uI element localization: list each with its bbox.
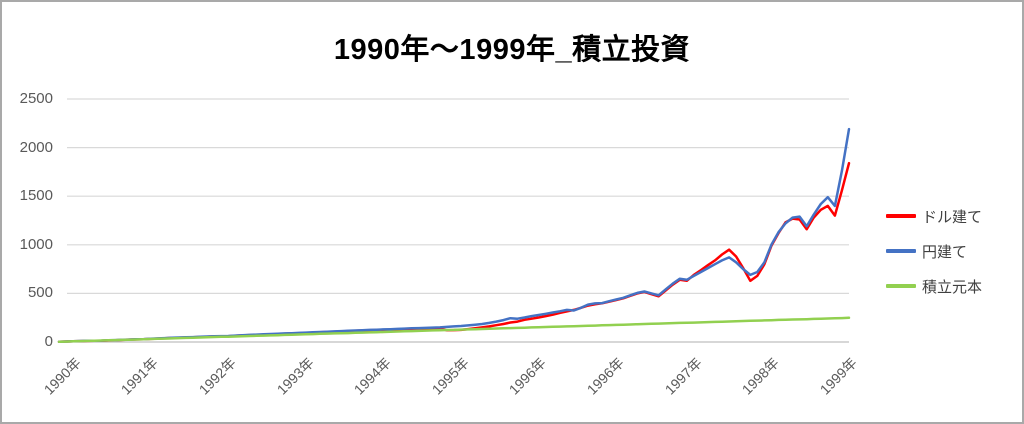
chart-title: 1990年〜1999年_積立投資 xyxy=(333,34,691,66)
legend-item-usd: ドル建て xyxy=(886,205,982,227)
legend-swatch-usd xyxy=(886,214,916,218)
series-line-principal xyxy=(57,316,851,344)
series-line-jpy xyxy=(57,127,851,344)
y-axis-label-500: 500 xyxy=(27,284,53,302)
y-axis-label-2500: 2500 xyxy=(19,90,53,107)
series-line-usd xyxy=(57,161,851,344)
legend-swatch-principal xyxy=(886,284,916,288)
y-axis-label-2000: 2000 xyxy=(19,138,53,156)
legend-item-principal: 積立元本 xyxy=(886,275,982,297)
y-axis-label-1000: 1000 xyxy=(19,235,53,253)
y-axis-label-0: 0 xyxy=(44,333,53,350)
legend-label-usd: ドル建て xyxy=(922,208,983,226)
legend-swatch-jpy xyxy=(886,249,916,253)
y-axis-label-1500: 1500 xyxy=(19,187,53,205)
legend-label-principal: 積立元本 xyxy=(922,278,983,296)
legend-label-jpy: 円建て xyxy=(922,243,968,261)
legend: ドル建て 円建て 積立元本 xyxy=(886,205,982,297)
legend-item-jpy: 円建て xyxy=(886,240,982,262)
